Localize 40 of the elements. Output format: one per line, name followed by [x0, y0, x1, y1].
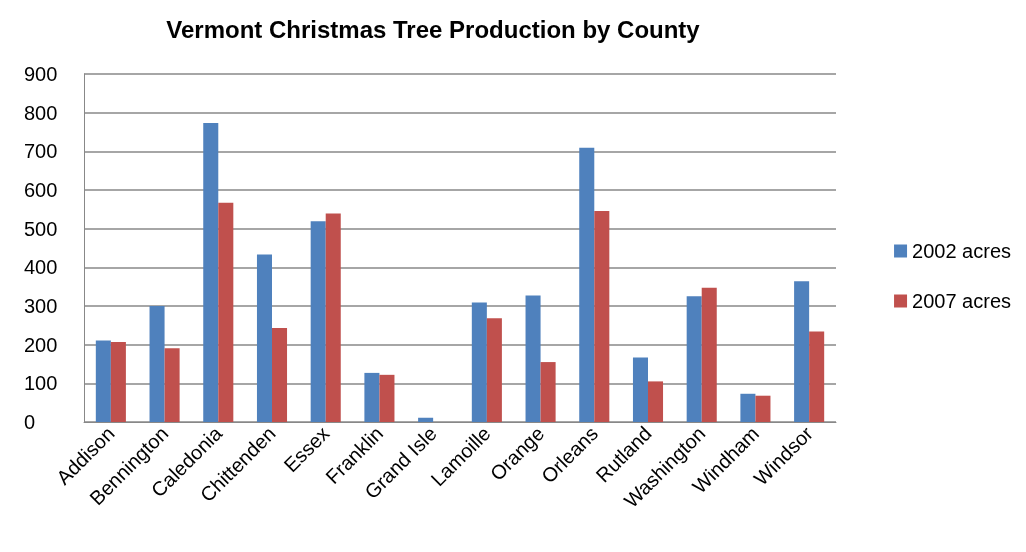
bar: [218, 202, 234, 422]
y-tick-label: 500: [24, 217, 58, 240]
bar: [809, 331, 825, 422]
bar: [110, 341, 126, 422]
bar: [701, 287, 717, 422]
bar: [272, 328, 288, 422]
bar: [579, 147, 595, 422]
y-tick-label: 900: [24, 63, 58, 85]
bar: [794, 281, 810, 422]
bar: [203, 123, 219, 422]
bar: [648, 381, 664, 422]
bar: [525, 295, 541, 422]
bar: [486, 318, 502, 422]
bar: [686, 296, 702, 422]
bar: [149, 306, 165, 422]
legend-label: 2002 acres: [912, 240, 1012, 262]
y-tick-label: 100: [24, 372, 58, 395]
y-tick-label: 300: [24, 295, 58, 317]
bar: [471, 302, 487, 422]
bar: [740, 393, 756, 422]
y-tick-label: 400: [24, 256, 58, 279]
bar: [594, 210, 610, 422]
chart-title: Vermont Christmas Tree Production by County: [166, 15, 701, 43]
bar: [632, 357, 648, 422]
y-tick-label: 0: [24, 411, 36, 433]
bar: [325, 213, 341, 422]
bar: [256, 254, 272, 422]
y-tick-label: 200: [24, 333, 58, 356]
bar: [540, 362, 556, 422]
bar: [164, 348, 180, 422]
y-tick-label: 800: [24, 101, 58, 124]
legend-label: 2007 acres: [912, 290, 1012, 312]
bar: [418, 417, 434, 422]
bar: [755, 395, 771, 422]
bar: [95, 340, 111, 422]
bar: [310, 221, 326, 422]
y-tick-label: 700: [24, 140, 58, 163]
y-tick-label: 600: [24, 179, 58, 201]
bar: [364, 372, 380, 422]
bar: [379, 374, 395, 422]
